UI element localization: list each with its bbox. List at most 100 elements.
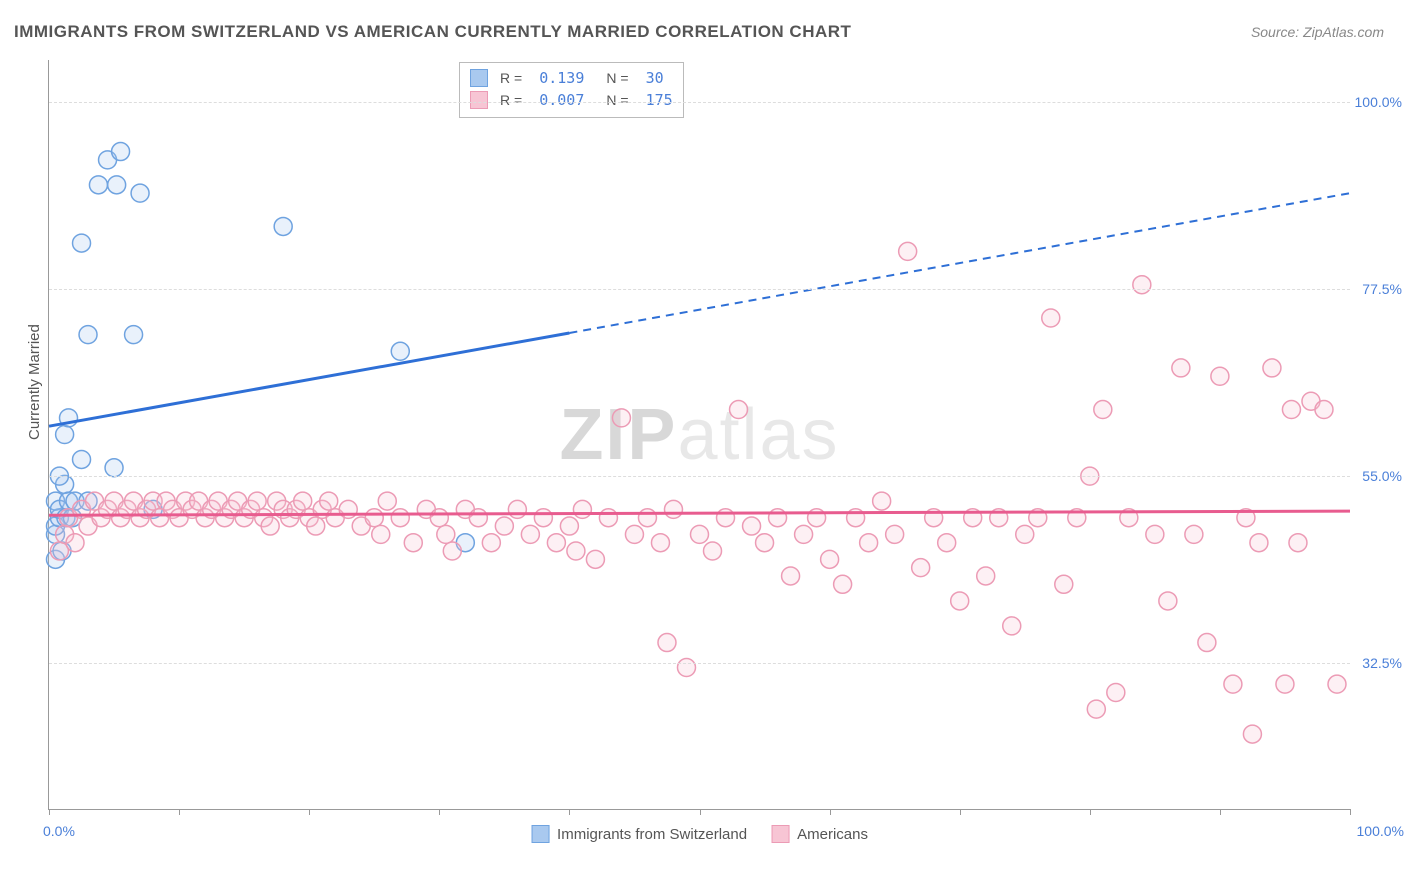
data-point [1289, 534, 1307, 552]
data-point [482, 534, 500, 552]
data-point [1172, 359, 1190, 377]
x-tick [700, 809, 701, 815]
data-point [261, 517, 279, 535]
data-point [73, 450, 91, 468]
data-point [404, 534, 422, 552]
data-point [1146, 525, 1164, 543]
gridline [49, 663, 1350, 664]
y-tick-label: 100.0% [1355, 94, 1402, 110]
data-point [1198, 634, 1216, 652]
x-tick [439, 809, 440, 815]
data-point [73, 234, 91, 252]
legend-n-value: 30 [637, 69, 664, 87]
data-point [443, 542, 461, 560]
data-point [66, 534, 84, 552]
data-point [1094, 401, 1112, 419]
data-point [573, 500, 591, 518]
x-max-label: 100.0% [1357, 823, 1404, 839]
data-point [1243, 725, 1261, 743]
data-point [782, 567, 800, 585]
data-point [899, 242, 917, 260]
x-tick [960, 809, 961, 815]
data-point [756, 534, 774, 552]
regression-line-extrapolated [569, 193, 1350, 333]
data-point [677, 659, 695, 677]
data-point [567, 542, 585, 560]
source-attribution: Source: ZipAtlas.com [1251, 24, 1384, 40]
data-point [372, 525, 390, 543]
x-tick [49, 809, 50, 815]
data-point [1263, 359, 1281, 377]
x-tick [830, 809, 831, 815]
data-point [1276, 675, 1294, 693]
data-point [320, 492, 338, 510]
legend-item: Americans [771, 825, 868, 843]
legend-r-label: R = [500, 70, 522, 86]
legend-label: Immigrants from Switzerland [557, 826, 747, 843]
data-point [1315, 401, 1333, 419]
data-point [873, 492, 891, 510]
data-point [730, 401, 748, 419]
data-point [638, 509, 656, 527]
x-tick [1090, 809, 1091, 815]
data-point [391, 509, 409, 527]
data-point [79, 326, 97, 344]
data-point [795, 525, 813, 543]
legend-n-label: N = [606, 70, 628, 86]
data-point [307, 517, 325, 535]
data-point [89, 176, 107, 194]
data-point [105, 459, 123, 477]
data-point [1159, 592, 1177, 610]
y-tick-label: 77.5% [1362, 281, 1402, 297]
legend-swatch [470, 69, 488, 87]
y-tick-label: 32.5% [1362, 655, 1402, 671]
legend-r-value: 0.139 [530, 69, 584, 87]
legend-row: R = 0.007N = 175 [470, 89, 673, 111]
data-point [560, 517, 578, 535]
data-point [1250, 534, 1268, 552]
data-point [274, 217, 292, 235]
chart-svg [49, 60, 1350, 809]
x-tick [179, 809, 180, 815]
gridline [49, 102, 1350, 103]
data-point [834, 575, 852, 593]
data-point [599, 509, 617, 527]
chart-title: IMMIGRANTS FROM SWITZERLAND VS AMERICAN … [14, 22, 851, 42]
data-point [821, 550, 839, 568]
data-point [938, 534, 956, 552]
data-point [1185, 525, 1203, 543]
legend-swatch [470, 91, 488, 109]
data-point [625, 525, 643, 543]
gridline [49, 476, 1350, 477]
data-point [112, 143, 130, 161]
data-point [1328, 675, 1346, 693]
data-point [951, 592, 969, 610]
legend-n-label: N = [606, 92, 628, 108]
data-point [378, 492, 396, 510]
data-point [691, 525, 709, 543]
data-point [469, 509, 487, 527]
data-point [437, 525, 455, 543]
data-point [1211, 367, 1229, 385]
y-axis-label: Currently Married [26, 324, 43, 440]
legend-swatch [771, 825, 789, 843]
data-point [1224, 675, 1242, 693]
data-point [1133, 276, 1151, 294]
data-point [860, 534, 878, 552]
data-point [1107, 683, 1125, 701]
data-point [1042, 309, 1060, 327]
data-point [521, 525, 539, 543]
correlation-legend: R = 0.139 N = 30 R = 0.007N = 175 [459, 62, 684, 118]
data-point [651, 534, 669, 552]
data-point [886, 525, 904, 543]
data-point [56, 426, 74, 444]
y-tick-label: 55.0% [1362, 468, 1402, 484]
x-min-label: 0.0% [43, 823, 75, 839]
data-point [743, 517, 761, 535]
data-point [1087, 700, 1105, 718]
data-point [1016, 525, 1034, 543]
legend-item: Immigrants from Switzerland [531, 825, 747, 843]
data-point [108, 176, 126, 194]
data-point [1003, 617, 1021, 635]
data-point [294, 492, 312, 510]
